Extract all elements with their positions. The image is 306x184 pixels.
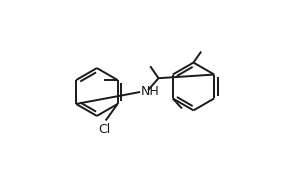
Text: Cl: Cl [99,123,111,136]
Text: NH: NH [141,85,160,98]
